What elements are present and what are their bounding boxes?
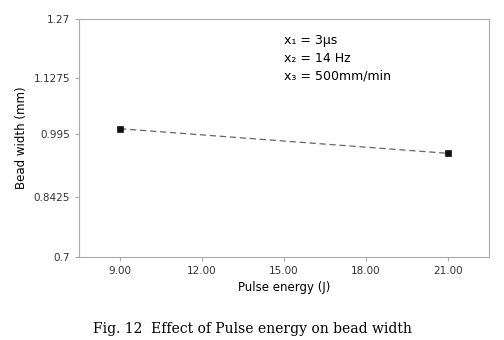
- Y-axis label: Bead width (mm): Bead width (mm): [15, 87, 28, 189]
- Text: x₁ = 3μs
x₂ = 14 Hz
x₃ = 500mm/min: x₁ = 3μs x₂ = 14 Hz x₃ = 500mm/min: [284, 34, 391, 83]
- X-axis label: Pulse energy (J): Pulse energy (J): [238, 282, 330, 294]
- Text: Fig. 12  Effect of Pulse energy on bead width: Fig. 12 Effect of Pulse energy on bead w…: [93, 322, 411, 336]
